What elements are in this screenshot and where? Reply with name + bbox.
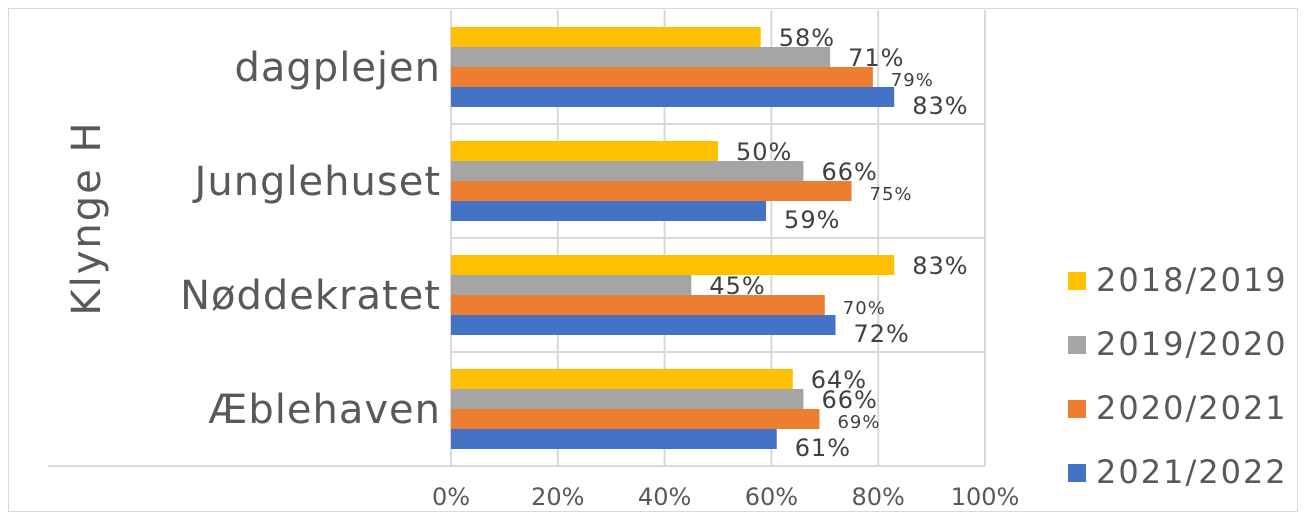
data-label: 72% xyxy=(853,320,909,348)
legend-swatch xyxy=(1068,272,1086,290)
legend: 2018/2019 2019/2020 2020/2021 2021/2022 xyxy=(1060,250,1306,520)
data-label: 61% xyxy=(795,434,851,462)
x-tick-label: 100% xyxy=(951,483,1020,511)
category-label: Æblehaven xyxy=(208,387,441,433)
bar xyxy=(451,47,831,67)
bar xyxy=(451,295,825,315)
data-label: 59% xyxy=(784,206,840,234)
category-label: dagplejen xyxy=(235,45,441,91)
bar xyxy=(451,429,777,449)
bar xyxy=(451,161,804,181)
data-label: 69% xyxy=(837,412,880,433)
x-tick-label: 80% xyxy=(852,483,905,511)
bar xyxy=(451,275,692,295)
data-label: 70% xyxy=(843,298,886,319)
bar xyxy=(451,67,873,87)
bar xyxy=(451,255,895,275)
category-label: Junglehuset xyxy=(192,159,441,205)
chart-border xyxy=(8,8,1298,512)
data-label: 79% xyxy=(891,70,934,91)
legend-swatch xyxy=(1068,336,1086,354)
x-tick-label: 0% xyxy=(432,483,470,511)
bar xyxy=(451,315,836,335)
category-label: Nøddekratet xyxy=(180,273,441,319)
data-label: 83% xyxy=(912,252,968,280)
data-label: 83% xyxy=(912,92,968,120)
x-tick-label: 20% xyxy=(531,483,584,511)
data-label: 75% xyxy=(870,184,913,205)
bar xyxy=(451,409,820,429)
data-label: 64% xyxy=(811,366,867,394)
bar xyxy=(451,369,793,389)
x-tick-label: 60% xyxy=(745,483,798,511)
data-label: 66% xyxy=(821,386,877,414)
legend-label: 2020/2021 xyxy=(1096,389,1288,427)
legend-label: 2021/2022 xyxy=(1096,453,1288,491)
bar xyxy=(451,201,767,221)
x-tick-label: 40% xyxy=(638,483,691,511)
bar xyxy=(451,87,895,107)
legend-label: 2019/2020 xyxy=(1096,325,1288,363)
legend-swatch xyxy=(1068,464,1086,482)
bar xyxy=(451,181,852,201)
bar xyxy=(451,27,761,47)
group-label: Klynge H xyxy=(64,120,110,315)
legend-label: 2018/2019 xyxy=(1096,261,1288,299)
bar xyxy=(451,141,718,161)
legend-swatch xyxy=(1068,400,1086,418)
bar xyxy=(451,389,804,409)
